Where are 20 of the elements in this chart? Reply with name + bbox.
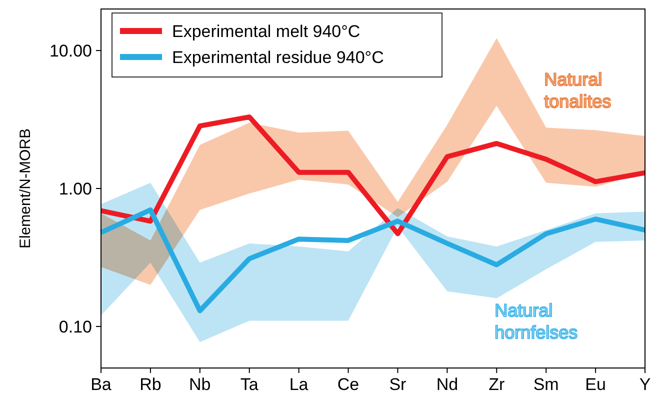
y-axis-title: Element/N-MORB [17, 128, 34, 249]
legend-label: Experimental melt 940°C [172, 22, 360, 41]
x-tick-label: Ce [337, 375, 360, 394]
x-tick-label: Zr [488, 375, 505, 394]
x-tick-label: Eu [585, 375, 606, 394]
y-tick-label: 0.10 [58, 317, 92, 336]
y-tick-label: 10.00 [49, 41, 92, 60]
x-tick-label: La [289, 375, 309, 394]
x-tick-label: Rb [140, 375, 162, 394]
legend-label: Natural hornfelses [494, 300, 578, 342]
legend-label: Experimental residue 940°C [172, 48, 384, 67]
y-tick-label: 1.00 [58, 179, 92, 198]
x-tick-label: Sm [533, 375, 559, 394]
x-tick-label: Nd [436, 375, 458, 394]
x-tick-label: Nb [189, 375, 211, 394]
x-tick-label: Ta [240, 375, 259, 394]
x-tick-label: Sr [389, 375, 407, 394]
legend-label: Natural tonalites [544, 70, 612, 112]
x-tick-label: Ba [90, 375, 112, 394]
x-tick-label: Y [639, 375, 651, 394]
